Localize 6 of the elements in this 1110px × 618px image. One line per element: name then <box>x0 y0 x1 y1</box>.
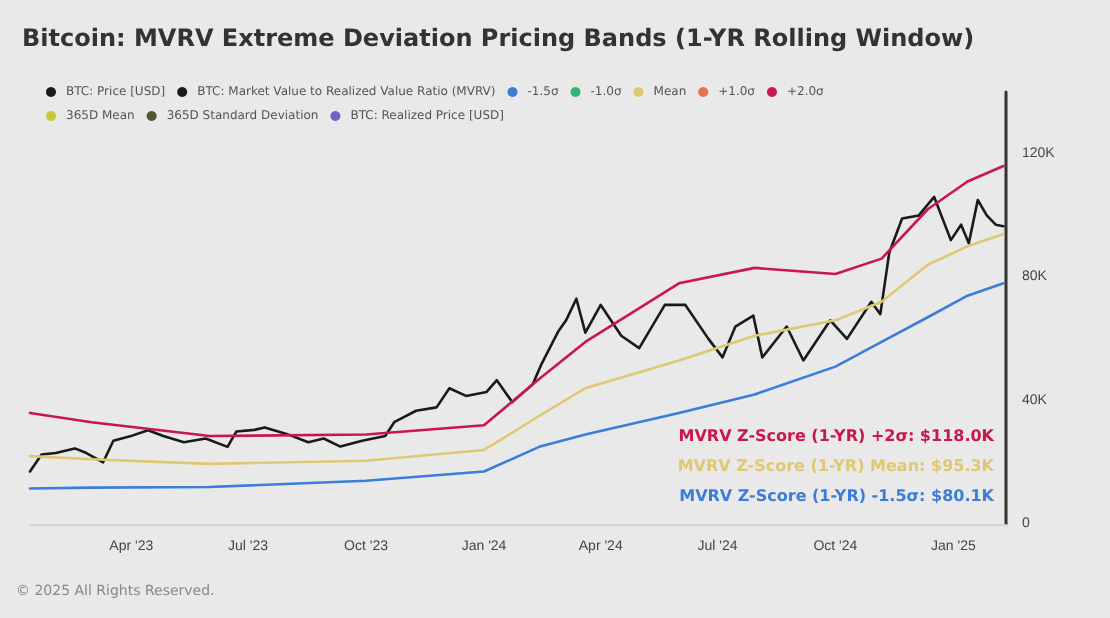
annotation: MVRV Z-Score (1-YR) Mean: $95.3K <box>677 457 996 475</box>
annotation: MVRV Z-Score (1-YR) +2σ: $118.0K <box>678 427 996 445</box>
chart-title: Bitcoin: MVRV Extreme Deviation Pricing Bands (1-YR Rolling Window) <box>22 24 975 52</box>
line-series <box>28 195 1005 473</box>
annotation: MVRV Z-Score (1-YR) -1.5σ: $80.1K <box>679 487 996 505</box>
line-series <box>28 282 1005 490</box>
